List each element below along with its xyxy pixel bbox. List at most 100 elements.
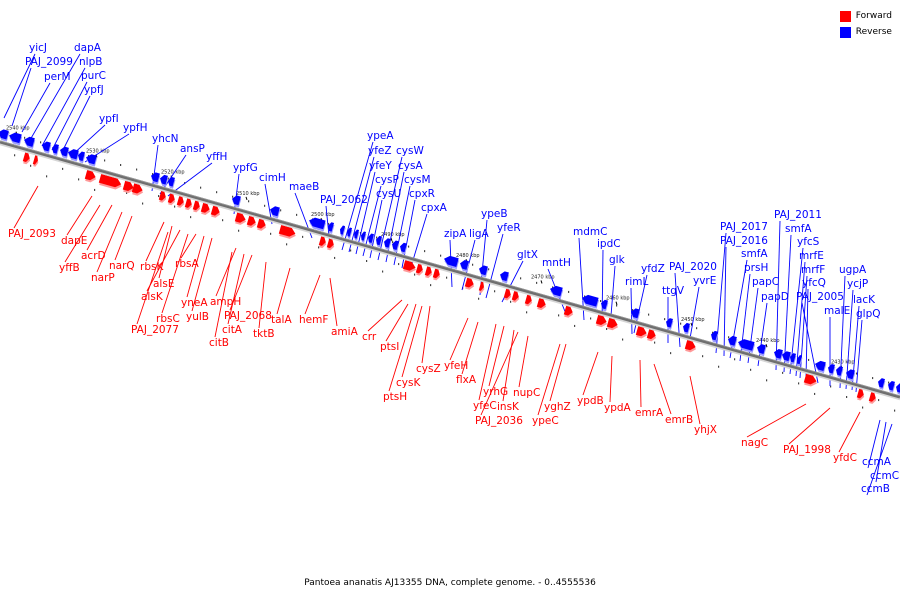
- gene-arrows: [0, 129, 900, 404]
- forward-gene-arrow: [176, 196, 185, 208]
- legend-forward-label: Forward: [855, 11, 892, 21]
- gene-arrow-body: [631, 308, 640, 319]
- gene-arrow-body: [354, 229, 360, 239]
- reverse-gene-label: prsH: [744, 262, 768, 274]
- grey-mark-lower: [846, 396, 848, 398]
- legend: Forward Reverse: [839, 8, 892, 40]
- reverse-gene-label: PAJ_2099: [25, 56, 73, 68]
- grey-mark-upper: [120, 164, 122, 166]
- reverse-gene-label: cpxR: [409, 188, 435, 200]
- leader-line: [329, 277, 338, 327]
- reverse-gene-label: ttgV: [662, 285, 685, 297]
- gene-arrow-body: [151, 172, 160, 183]
- reverse-gene-label: cimH: [259, 172, 286, 184]
- reverse-gene-label: PAJ_2005: [796, 291, 844, 303]
- reverse-gene-arrow: [444, 255, 460, 270]
- reverse-gene-arrow: [550, 285, 564, 299]
- gene-arrow-body: [131, 183, 143, 194]
- reverse-gene-label: yicJ: [29, 42, 47, 54]
- leader-line: [689, 375, 701, 425]
- reverse-gene-arrow: [347, 227, 353, 239]
- gene-arrow-body: [122, 180, 134, 191]
- reverse-gene-label: maeB: [289, 181, 319, 193]
- reverse-gene-arrow: [309, 217, 327, 232]
- forward-gene-arrow: [511, 291, 520, 303]
- reverse-gene-label: mrfF: [801, 264, 825, 276]
- gene-arrow-body: [601, 299, 608, 310]
- gene-arrow-body: [524, 294, 532, 305]
- gene-arrow-body: [318, 236, 326, 246]
- kbp-tick-mark: [245, 196, 248, 201]
- grey-mark-lower: [830, 385, 832, 388]
- reverse-gene-arrow: [168, 177, 176, 189]
- reverse-gene-arrow: [460, 259, 470, 273]
- forward-gene-arrow: [122, 180, 135, 194]
- gene-arrow-body: [836, 366, 843, 376]
- forward-gene-arrow: [803, 373, 817, 387]
- forward-gene-label: rbsK: [140, 261, 164, 273]
- gene-arrow-body: [24, 136, 35, 147]
- reverse-gene-arrow: [392, 240, 400, 253]
- reverse-gene-label: yvrE: [693, 275, 716, 287]
- grey-mark-lower: [718, 365, 720, 368]
- leader-line: [86, 204, 113, 251]
- forward-gene-arrow: [856, 388, 865, 401]
- forward-gene-label: alsK: [141, 291, 164, 303]
- forward-gene-label: acrD: [81, 250, 106, 262]
- reverse-gene-arrow: [601, 299, 609, 312]
- reverse-gene-label: papD: [761, 291, 789, 303]
- gene-arrow-body: [368, 233, 375, 243]
- forward-gene-label: PAJ_2093: [8, 228, 56, 240]
- kbp-tick-label: 2430 kbp: [831, 359, 855, 365]
- forward-gene-label: cysZ: [416, 363, 441, 375]
- grey-mark-lower: [814, 392, 816, 395]
- grey-mark-upper: [40, 141, 42, 144]
- gene-arrow-body: [210, 205, 220, 216]
- grey-mark-upper: [856, 372, 858, 375]
- forward-gene-arrow: [318, 236, 327, 249]
- reverse-gene-label: mrfE: [799, 250, 824, 262]
- grey-mark-lower: [894, 409, 896, 412]
- reverse-gene-arrow: [384, 238, 392, 250]
- gene-arrow-body: [52, 144, 59, 154]
- grey-mark-lower: [414, 273, 416, 276]
- reverse-gene-label: yhcN: [152, 133, 179, 145]
- grey-mark-upper: [248, 200, 250, 203]
- leader-line: [480, 331, 519, 416]
- leader-line: [855, 319, 863, 393]
- kbp-tick-label: 2440 kbp: [756, 338, 780, 344]
- genome-axis: [0, 140, 900, 401]
- reverse-gene-arrow: [582, 294, 600, 309]
- grey-mark-upper: [24, 136, 26, 139]
- gene-arrow-body: [68, 149, 79, 160]
- forward-gene-label: yfeH: [444, 360, 468, 372]
- forward-gene-arrow: [595, 314, 608, 328]
- gene-arrow-body: [270, 206, 280, 217]
- gene-arrow-body: [878, 378, 885, 388]
- reverse-gene-arrow: [151, 172, 161, 185]
- gene-arrow-body: [60, 146, 69, 157]
- grey-mark-upper: [392, 241, 394, 244]
- gene-arrow-body: [168, 177, 175, 187]
- leader-line: [61, 95, 91, 153]
- reverse-gene-arrow: [60, 146, 70, 159]
- reverse-gene-label: gltX: [517, 249, 538, 261]
- grey-mark-upper: [200, 186, 202, 189]
- reverse-gene-label: cpxA: [421, 202, 448, 214]
- kbp-ticks: 2540 kbp 2530 kbp 2520 kbp 2510 kbp 2500 kbp…: [6, 126, 855, 369]
- grey-mark-lower: [334, 256, 336, 259]
- legend-item-reverse: Reverse: [839, 24, 892, 40]
- gene-arrow-body: [550, 285, 563, 297]
- gene-arrow-body: [563, 305, 573, 316]
- grey-mark-lower: [158, 195, 160, 198]
- grey-mark-upper: [808, 358, 810, 361]
- reverse-gene-label: PAJ_2020: [669, 261, 717, 273]
- forward-gene-label: alsE: [153, 278, 174, 290]
- grey-mark-lower: [126, 192, 128, 194]
- forward-gene-label: emrB: [665, 414, 693, 426]
- grey-mark-upper: [280, 209, 282, 212]
- reverse-gene-label: ccmB: [861, 483, 890, 495]
- grey-mark-lower: [94, 188, 96, 191]
- grey-mark-upper: [664, 318, 666, 321]
- gene-arrow-body: [361, 231, 367, 241]
